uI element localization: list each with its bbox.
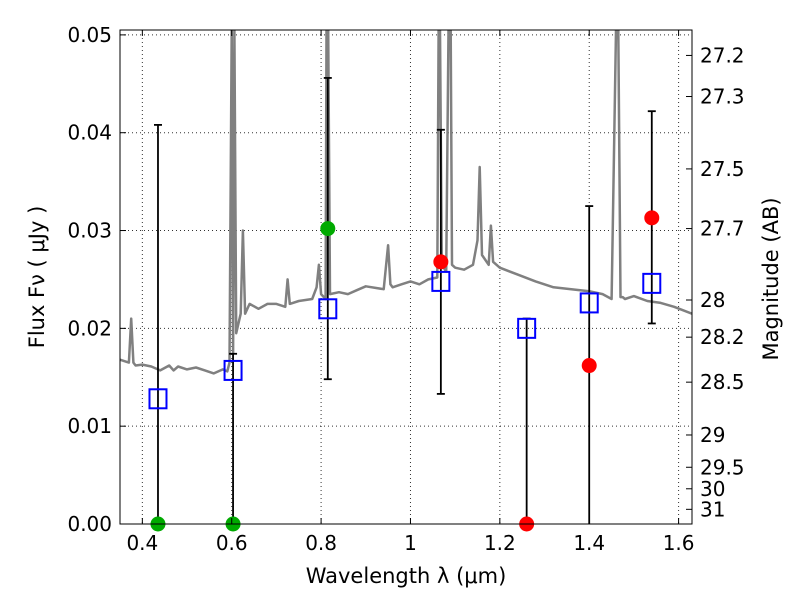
- observed-flux-point: [320, 221, 336, 237]
- y2-tick-label: 28: [700, 288, 725, 312]
- x-tick-label: 0.4: [126, 531, 158, 555]
- y-tick-label: 0.04: [67, 121, 112, 145]
- y2-tick-label: 30: [700, 477, 725, 501]
- y2-tick-label: 27.7: [700, 217, 745, 241]
- y2-tick-label: 29.5: [700, 455, 745, 479]
- model-photometry-box: [318, 298, 338, 320]
- spectrum-line: [120, 30, 692, 375]
- y2-tick-label: 28.2: [700, 325, 745, 349]
- y2-tick-label: 27.3: [700, 85, 745, 109]
- y2-tick-label: 31: [700, 497, 725, 521]
- observed-point-layer: [150, 210, 660, 532]
- x-tick-label: 1.2: [484, 531, 516, 555]
- observed-flux-point: [433, 254, 449, 270]
- x-tick-label: 1.6: [663, 531, 695, 555]
- plot-frame: [119, 29, 693, 525]
- model-photometry-box: [223, 359, 243, 381]
- model-photometry-box: [517, 317, 537, 339]
- y-tick-label: 0.01: [67, 414, 112, 438]
- y-tick-label: 0.02: [67, 316, 112, 340]
- y-tick-label: 0.05: [67, 23, 112, 47]
- spectrum-layer: [120, 30, 692, 375]
- x-tick-label: 0.6: [216, 531, 248, 555]
- y2-tick-label: 27.2: [700, 43, 745, 67]
- model-photometry-box: [642, 272, 662, 294]
- observed-flux-point: [581, 358, 597, 374]
- y-axis-ticks: 0.00 0.01 0.02 0.03 0.04 0.05: [67, 23, 126, 536]
- x-axis-title: Wavelength λ (μm): [306, 564, 507, 588]
- y-tick-label: 0.03: [67, 219, 112, 243]
- model-box-layer: [148, 270, 662, 410]
- grid-lines: [120, 30, 692, 524]
- x-axis-ticks: 0.4 0.6 0.8 1 1.2 1.4 1.6: [126, 30, 695, 555]
- model-photometry-box: [148, 388, 168, 410]
- x-tick-label: 0.8: [305, 531, 337, 555]
- y-tick-label: 0.00: [67, 512, 112, 536]
- x-tick-label: 1.4: [573, 531, 605, 555]
- model-photometry-box: [431, 270, 451, 292]
- observed-flux-point: [644, 210, 660, 226]
- y2-tick-label: 27.5: [700, 157, 745, 181]
- x-tick-label: 1: [404, 531, 417, 555]
- y2-tick-label: 29: [700, 423, 725, 447]
- y2-axis-title: Magnitude (AB): [759, 197, 783, 360]
- y2-tick-label: 28.5: [700, 370, 745, 394]
- y-axis-title: Flux Fν ( μJy ): [25, 206, 49, 349]
- model-photometry-box: [579, 292, 599, 314]
